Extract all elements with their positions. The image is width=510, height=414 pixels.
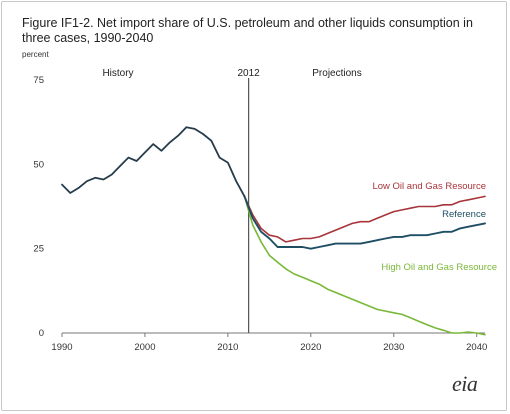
y-unit-label: percent xyxy=(22,50,49,59)
y-tick-label: 75 xyxy=(33,75,44,86)
y-tick-label: 25 xyxy=(33,244,44,255)
x-tick-label: 2010 xyxy=(217,342,238,353)
series-label-low: Low Oil and Gas Resource xyxy=(372,181,486,192)
x-tick-label: 2030 xyxy=(383,342,404,353)
x-tick-label: 2000 xyxy=(134,342,155,353)
history-label: History xyxy=(102,68,133,79)
y-tick-label: 0 xyxy=(39,328,44,339)
x-tick-label: 2040 xyxy=(466,342,487,353)
series-line-high xyxy=(243,195,486,336)
series-line-low xyxy=(243,195,486,243)
series-label-high: High Oil and Gas Resource xyxy=(381,262,497,273)
divider-year-label: 2012 xyxy=(237,68,260,79)
series-line-history xyxy=(61,126,246,198)
projections-label: Projections xyxy=(312,68,361,79)
x-tick-label: 2020 xyxy=(300,342,321,353)
series-label-reference: Reference xyxy=(442,209,486,220)
chart-title: Figure IF1-2. Net import share of U.S. p… xyxy=(22,16,473,45)
eia-logo: eia xyxy=(452,371,478,396)
x-tick-label: 1990 xyxy=(51,342,72,353)
y-tick-label: 50 xyxy=(33,159,44,170)
series-line-reference xyxy=(243,195,486,250)
